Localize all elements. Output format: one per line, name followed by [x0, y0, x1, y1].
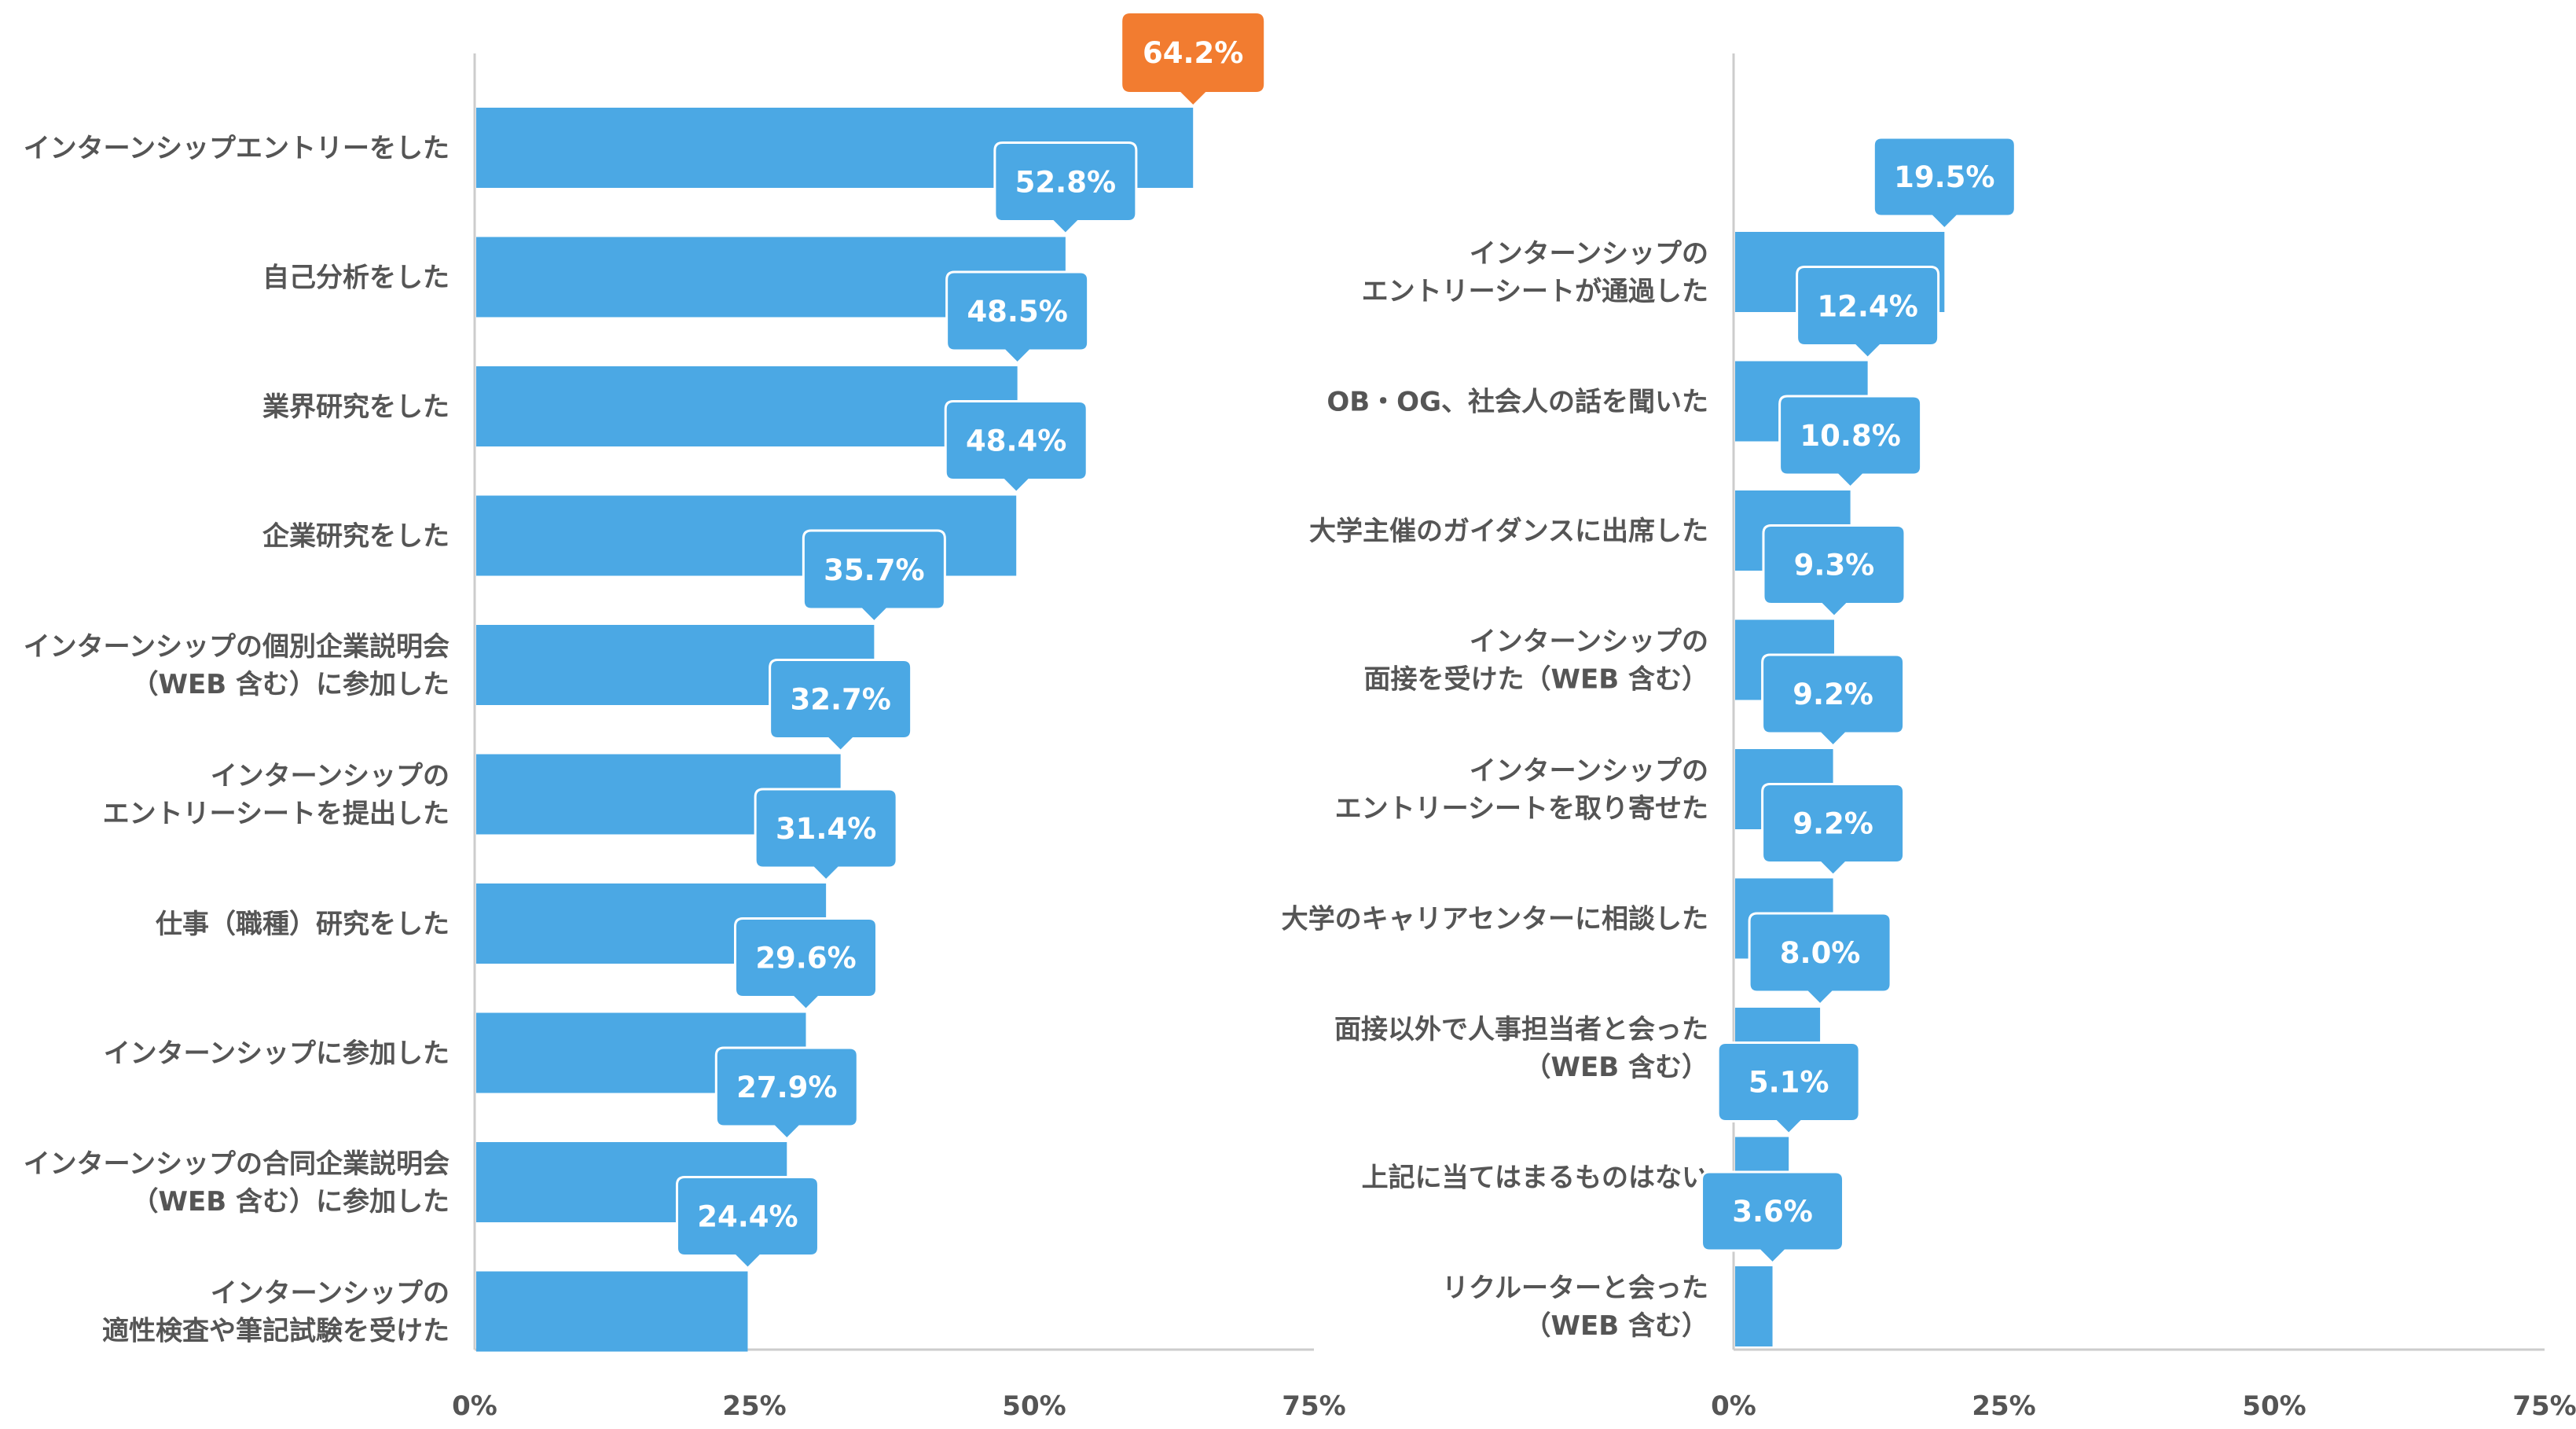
- value-callout: [802, 529, 946, 624]
- value-label: 32.7%: [790, 683, 890, 717]
- category-label: OB・OG、社会人の話を聞いた: [1327, 387, 1708, 418]
- value-label: 3.6%: [1732, 1195, 1813, 1229]
- value-label: 9.2%: [1793, 678, 1873, 711]
- bar: [1735, 1266, 1773, 1346]
- category-label: 大学主催のガイダンスに出席した: [1309, 516, 1708, 547]
- value-label: 19.5%: [1894, 160, 1994, 194]
- value-callout: [945, 270, 1090, 366]
- value-label: 8.0%: [1780, 936, 1861, 970]
- highlight-callout: [1122, 13, 1264, 105]
- x-tick-label: 50%: [1002, 1390, 1066, 1422]
- category-label: 大学のキャリアセンターに相談した: [1282, 904, 1708, 935]
- category-label: 自己分析をした: [262, 263, 450, 294]
- value-label: 64.2%: [1143, 36, 1243, 70]
- category-label: 仕事（職種）研究をした: [156, 909, 450, 940]
- x-tick-label: 25%: [722, 1390, 786, 1422]
- category-label: インターンシップのエントリーシートを取り寄せた: [1335, 755, 1708, 825]
- x-tick-label: 0%: [452, 1390, 497, 1422]
- bar: [476, 1271, 748, 1352]
- value-label: 35.7%: [824, 553, 924, 587]
- value-label: 9.3%: [1794, 549, 1875, 582]
- x-tick-label: 0%: [1711, 1390, 1756, 1422]
- value-callout: [1872, 136, 2016, 231]
- value-callout: [1748, 912, 1892, 1007]
- x-tick-label: 50%: [2242, 1390, 2306, 1422]
- value-label: 52.8%: [1015, 166, 1116, 200]
- value-callout: [734, 917, 878, 1012]
- value-label: 24.4%: [697, 1200, 798, 1234]
- value-callout: [754, 788, 898, 883]
- value-label: 48.5%: [967, 295, 1067, 329]
- value-callout: [993, 141, 1138, 236]
- category-label: インターンシップの合同企業説明会（WEB 含む）に参加した: [24, 1148, 450, 1218]
- value-label: 48.4%: [966, 424, 1066, 458]
- category-label: 面接以外で人事担当者と会った（WEB 含む）: [1334, 1014, 1708, 1083]
- x-tick-label: 25%: [1972, 1390, 2035, 1422]
- value-label: 12.4%: [1817, 290, 1917, 324]
- value-callout: [1778, 395, 1923, 490]
- category-label: インターンシップの個別企業説明会（WEB 含む）に参加した: [24, 631, 450, 700]
- category-label: インターンシップに参加した: [104, 1038, 450, 1070]
- value-callout: [944, 400, 1088, 494]
- x-tick-label: 75%: [1282, 1390, 1345, 1422]
- x-tick-label: 75%: [2512, 1390, 2576, 1422]
- category-label: リクルーターと会った（WEB 含む）: [1442, 1273, 1708, 1342]
- value-label: 10.8%: [1800, 419, 1900, 453]
- value-label: 29.6%: [755, 942, 856, 975]
- value-callout: [1762, 524, 1906, 619]
- value-label: 9.2%: [1793, 807, 1873, 841]
- value-callout: [714, 1046, 859, 1141]
- category-label: インターンシップエントリーをした: [24, 133, 450, 164]
- value-callout: [1796, 266, 1940, 360]
- value-callout: [1761, 653, 1906, 748]
- category-label: 企業研究をした: [262, 521, 450, 553]
- value-label: 27.9%: [736, 1071, 837, 1104]
- value-callout: [769, 659, 913, 753]
- category-label: 業界研究をした: [262, 391, 450, 423]
- value-callout: [1716, 1041, 1861, 1136]
- value-callout: [1761, 783, 1906, 877]
- value-label: 31.4%: [776, 812, 876, 846]
- category-label: インターンシップの面接を受けた（WEB 含む）: [1364, 626, 1708, 696]
- category-label: 上記に当てはまるものはない: [1362, 1163, 1708, 1194]
- value-label: 5.1%: [1749, 1066, 1829, 1100]
- value-callout: [675, 1176, 820, 1270]
- value-callout: [1701, 1170, 1845, 1266]
- bar: [476, 366, 1018, 446]
- category-label: インターンシップの適性検査や筆記試験を受けた: [102, 1278, 450, 1347]
- category-label: インターンシップのエントリーシートが通過した: [1362, 238, 1708, 307]
- category-label: インターンシップのエントリーシートを提出した: [103, 761, 450, 830]
